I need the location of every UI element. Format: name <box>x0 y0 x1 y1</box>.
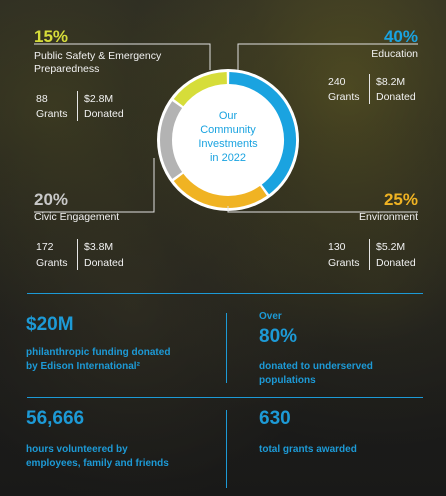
stat-funding-line-2: by Edison International² <box>26 361 140 372</box>
connector-education <box>237 43 418 70</box>
environment-grants-label: Grants <box>328 257 360 269</box>
civic-engagement-label: Civic Engagement <box>34 211 120 223</box>
education-divider <box>369 74 370 104</box>
education-donated-amount: $8.2M <box>376 76 406 88</box>
civic-engagement-grants-count: 172 <box>36 241 54 253</box>
connector-public-safety <box>34 43 211 70</box>
environment-label: Environment <box>359 211 418 223</box>
donut-slice-environment <box>173 173 267 208</box>
connector-environment <box>227 206 418 213</box>
public-safety-donated-label: Donated <box>84 108 124 120</box>
stats-middle-divider <box>27 397 423 398</box>
stat-hours-value: 56,666 <box>26 408 85 429</box>
public-safety-label-line-1: Public Safety & Emergency <box>34 50 162 62</box>
environment-divider <box>369 239 370 270</box>
environment-donated-amount: $5.2M <box>376 241 406 253</box>
stat-hours-line-1: hours volunteered by <box>26 444 128 455</box>
donut-slice-civic-engagement <box>160 101 183 179</box>
civic-engagement-donated-label: Donated <box>84 257 124 269</box>
stat-funding-line-1: philanthropic funding donated <box>26 347 171 358</box>
education-percent: 40% <box>383 27 418 46</box>
donut-chart: Our Community Investments in 2022 <box>34 43 418 213</box>
stats-vertical-divider-bottom <box>226 410 227 488</box>
donut-slice-education <box>228 72 296 195</box>
stat-underserved-value: 80% <box>259 326 298 347</box>
stat-underserved-line-2: populations <box>259 375 316 386</box>
stat-funding-value: $20M <box>26 314 74 335</box>
civic-engagement-donated-amount: $3.8M <box>84 241 114 253</box>
connector-civic <box>34 158 155 213</box>
education-label: Education <box>371 48 418 60</box>
chart-title-line-2: Community <box>200 124 256 136</box>
chart-title-line-3: Investments <box>198 138 258 150</box>
public-safety-percent: 15% <box>34 27 69 46</box>
donut-group <box>157 69 299 211</box>
stats-top-divider <box>27 293 423 294</box>
education-grants-count: 240 <box>328 76 346 88</box>
stat-hours-line-2: employees, family and friends <box>26 458 169 469</box>
chart-title-line-4: in 2022 <box>210 152 246 164</box>
education-grants-label: Grants <box>328 91 360 103</box>
donut-slice-public-safety-emergency-preparedness <box>173 72 228 107</box>
civic-engagement-grants-label: Grants <box>36 257 68 269</box>
public-safety-donated-amount: $2.8M <box>84 93 114 105</box>
stat-grants-value: 630 <box>259 408 291 429</box>
public-safety-grants-count: 88 <box>36 93 48 105</box>
public-safety-grants-label: Grants <box>36 108 68 120</box>
stat-underserved-line-1: donated to underserved <box>259 361 373 372</box>
public-safety-divider <box>77 91 78 121</box>
environment-donated-label: Donated <box>376 257 416 269</box>
stat-underserved-prefix: Over <box>259 311 282 322</box>
stat-grants-line-1: total grants awarded <box>259 444 357 455</box>
stats-vertical-divider-top <box>226 313 227 383</box>
donut-background-disc <box>157 69 299 211</box>
civic-engagement-divider <box>77 239 78 270</box>
public-safety-label-line-2: Preparedness <box>34 63 100 75</box>
chart-title-line-1: Our <box>219 110 238 122</box>
education-donated-label: Donated <box>376 91 416 103</box>
civic-engagement-percent: 20% <box>34 190 69 209</box>
environment-grants-count: 130 <box>328 241 346 253</box>
environment-percent: 25% <box>383 190 418 209</box>
